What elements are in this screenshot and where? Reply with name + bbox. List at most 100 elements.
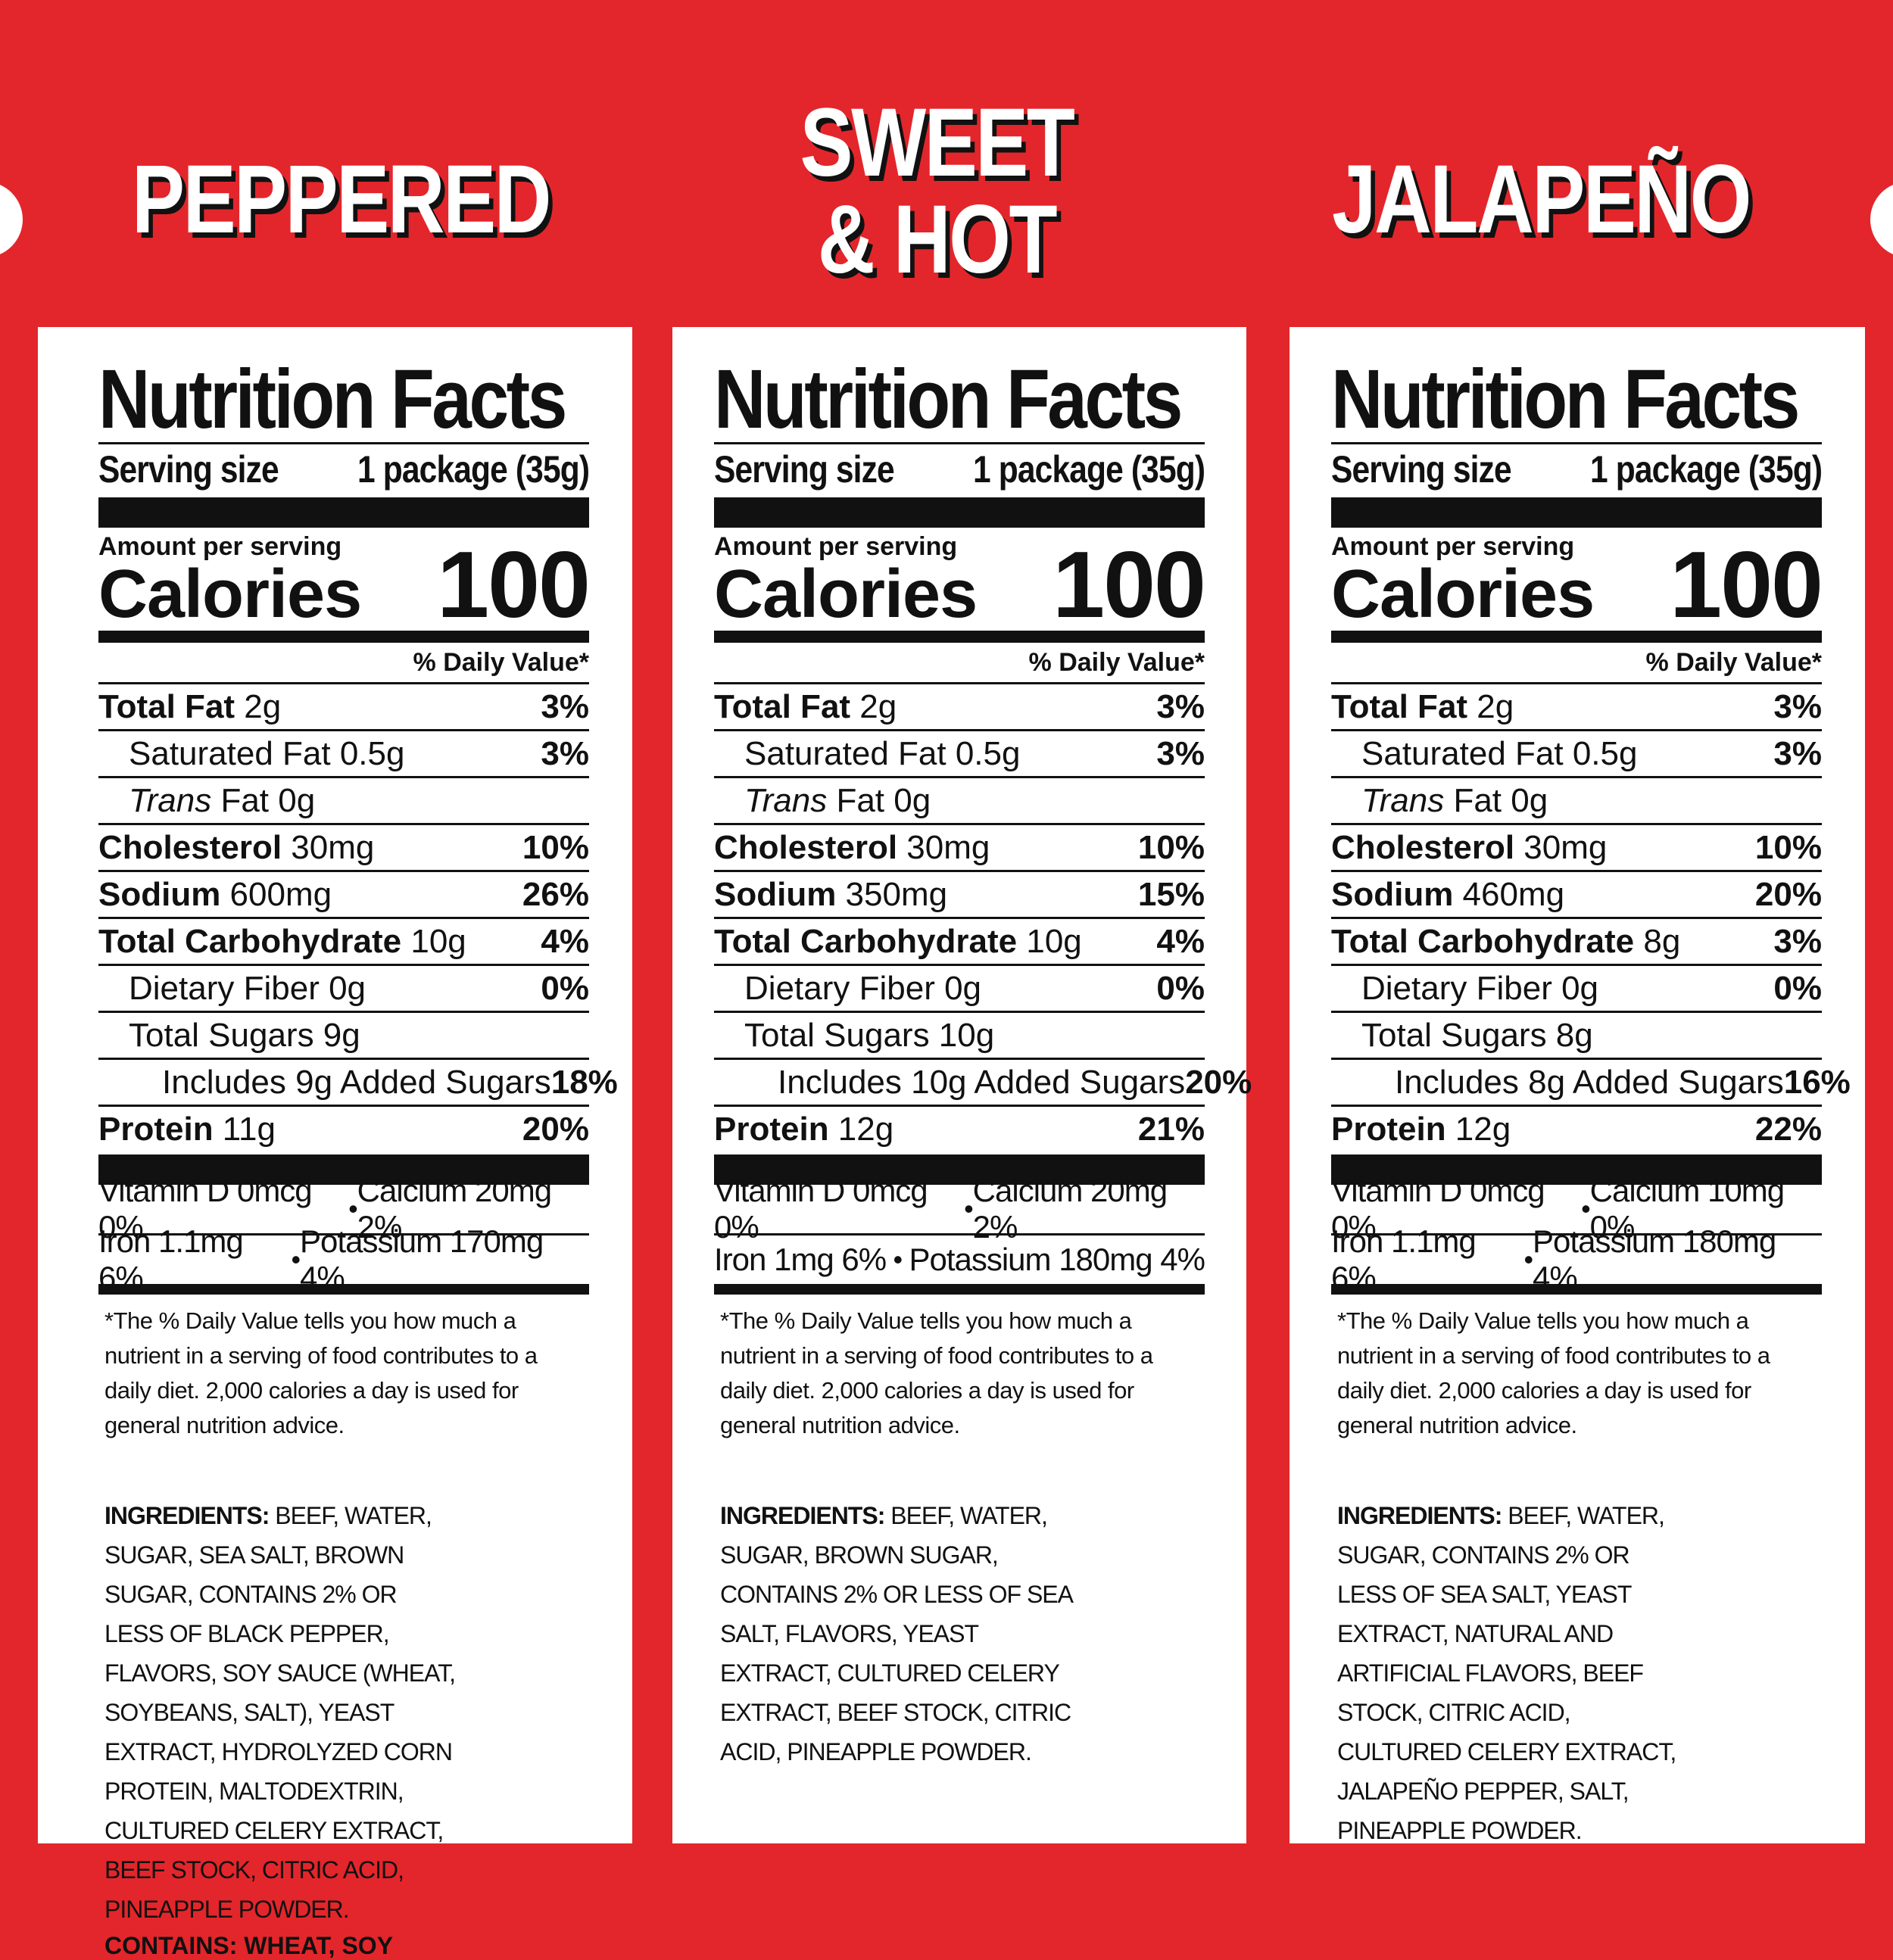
left-edge-circle [0, 182, 23, 257]
nutrition-facts-label: Nutrition Facts Serving size 1 package (35… [98, 357, 618, 1960]
nutrient-name: Sodium 600mg [98, 876, 332, 914]
nutrient-name: Protein 12g [1331, 1111, 1511, 1148]
nutrient-bold-name: Cholesterol [714, 828, 898, 866]
serving-size-row: Serving size 1 package (35g) [714, 444, 1205, 494]
ingredients-label: INGREDIENTS: [104, 1502, 270, 1529]
nutrient-row: Saturated Fat 0.5g 3% [1331, 729, 1822, 776]
nutrient-daily-value: 10% [1754, 828, 1822, 866]
nutrient-amount: Includes 10g Added Sugars [778, 1063, 1186, 1101]
nutrient-name: Includes 9g Added Sugars [162, 1064, 551, 1102]
ingredients-text: BEEF, WATER, SUGAR, SEA SALT, BROWN SUGA… [104, 1502, 456, 1923]
calories-label: Calories [714, 556, 978, 632]
vitamin-d: Vitamin D 0mcg 0% [1331, 1173, 1545, 1245]
nutrient-amount: 460mg [1453, 875, 1565, 913]
nutrient-amount: 8g [1634, 922, 1681, 960]
bullet-separator: • [1523, 1244, 1533, 1275]
nutrient-amount: 350mg [836, 875, 948, 913]
daily-value-header: % Daily Value* [1645, 648, 1822, 677]
nutrient-row: Saturated Fat 0.5g 3% [714, 729, 1205, 776]
nutrient-amount: Total Sugars 8g [1361, 1016, 1593, 1054]
nutrient-bold-name: Protein [714, 1110, 829, 1148]
nutrition-panel: Nutrition Facts Serving size 1 package (35… [38, 327, 632, 1959]
nutrient-name: Saturated Fat 0.5g [1361, 735, 1637, 773]
nutrient-row: Cholesterol 30mg 10% [1331, 823, 1822, 870]
medium-divider [98, 1284, 589, 1295]
flavor-title: PEPPERED [92, 151, 589, 248]
nutrient-name: Includes 10g Added Sugars [778, 1064, 1185, 1102]
nutrient-row: Total Sugars 8g [1331, 1011, 1822, 1058]
nutrient-name: Cholesterol 30mg [714, 829, 990, 867]
serving-size-label: Serving size [1331, 448, 1512, 491]
title-divider [1331, 442, 1822, 444]
nutrient-daily-value: 26% [522, 875, 589, 913]
nutrient-name: Protein 11g [98, 1111, 276, 1148]
nutrition-facts-label: Nutrition Facts Serving size 1 package (35… [714, 353, 1252, 1771]
serving-size-value: 1 package (35g) [357, 448, 590, 491]
nutrient-bold-name: Sodium [714, 875, 837, 913]
daily-value-footnote: *The % Daily Value tells you how much a … [720, 1307, 1153, 1438]
nutrient-row: Trans Fat 0g [98, 776, 589, 823]
nutrient-bold-name: Total Fat [714, 687, 851, 725]
amount-per-serving: Amount per serving [98, 532, 342, 561]
nutrient-amount: Fat 0g [1444, 781, 1548, 819]
nutrition-facts-title: Nutrition Facts [714, 353, 1183, 446]
serving-size-label: Serving size [98, 448, 279, 491]
daily-value-footnote: *The % Daily Value tells you how much a … [104, 1307, 538, 1438]
ingredients-list: INGREDIENTS: BEEF, WATER, SUGAR, CONTAIN… [1337, 1496, 1693, 1850]
nutrient-daily-value: 3% [1156, 734, 1205, 772]
calories-value: 100 [437, 533, 591, 637]
nutrient-daily-value: 20% [522, 1110, 589, 1148]
nutrient-bold-name: Sodium [1331, 875, 1454, 913]
nutrient-row: Total Sugars 10g [714, 1011, 1205, 1058]
nutrient-daily-value: 3% [541, 734, 589, 772]
vitamin-row: Iron 1mg 6% • Potassium 180mg 4% [714, 1236, 1205, 1284]
nutrient-daily-value: 10% [522, 828, 589, 866]
flavor-title-line: JALAPEÑO [1332, 145, 1751, 254]
nutrient-italic-name: Trans [129, 781, 212, 819]
nutrition-panel: Nutrition Facts Serving size 1 package (35… [672, 327, 1252, 1843]
nutrient-amount: Includes 8g Added Sugars [1395, 1063, 1784, 1101]
calories-row: Calories 100 [98, 533, 591, 637]
nutrient-amount: Dietary Fiber 0g [744, 969, 982, 1007]
nutrient-amount: 2g [850, 687, 897, 725]
heavy-divider [1331, 1154, 1822, 1185]
nutrient-amount: Dietary Fiber 0g [1361, 969, 1599, 1007]
nutrient-amount: Saturated Fat 0.5g [129, 734, 405, 772]
nutrient-bold-name: Total Fat [1331, 687, 1468, 725]
nutrient-name: Saturated Fat 0.5g [744, 735, 1020, 773]
nutrient-daily-value: 20% [1185, 1063, 1252, 1101]
nutrient-daily-value: 21% [1137, 1110, 1205, 1148]
nutrient-name: Cholesterol 30mg [1331, 829, 1607, 867]
nutrient-row: Trans Fat 0g [714, 776, 1205, 823]
vitamin-divider [98, 1233, 589, 1236]
potassium: Potassium 170mg 4% [300, 1223, 544, 1295]
daily-value-header: % Daily Value* [1028, 648, 1205, 677]
nutrient-name: Total Fat 2g [714, 688, 897, 726]
heavy-divider [98, 497, 589, 528]
iron: Iron 1.1mg 6% [98, 1223, 244, 1295]
nutrient-row: Includes 9g Added Sugars 18% [98, 1058, 618, 1105]
amount-per-serving: Amount per serving [1331, 532, 1575, 561]
nutrient-amount: 10g [401, 922, 466, 960]
nutrient-bold-name: Cholesterol [98, 828, 282, 866]
nutrient-amount: 2g [1467, 687, 1514, 725]
nutrient-daily-value: 15% [1137, 875, 1205, 913]
nutrient-amount: 11g [213, 1110, 276, 1148]
nutrient-row: Total Carbohydrate 8g 3% [1331, 917, 1822, 964]
calories-value: 100 [1053, 533, 1206, 637]
nutrient-row: Sodium 350mg 15% [714, 870, 1205, 917]
nutrient-daily-value: 3% [541, 687, 589, 725]
serving-size-row: Serving size 1 package (35g) [98, 444, 590, 494]
vitamin-row: Iron 1.1mg 6% • Potassium 170mg 4% [98, 1223, 589, 1295]
nutrient-daily-value: 3% [1773, 687, 1822, 725]
nutrient-name: Dietary Fiber 0g [129, 970, 366, 1008]
nutrient-row: Saturated Fat 0.5g 3% [98, 729, 589, 776]
nutrient-row: Total Carbohydrate 10g 4% [714, 917, 1205, 964]
nutrient-row: Sodium 600mg 26% [98, 870, 589, 917]
nutrient-daily-value: 0% [1773, 969, 1822, 1007]
nutrient-row: Cholesterol 30mg 10% [98, 823, 589, 870]
title-divider [98, 442, 589, 444]
heavy-divider [98, 1154, 589, 1185]
nutrient-amount: 2g [235, 687, 282, 725]
nutrient-row: Total Sugars 9g [98, 1011, 589, 1058]
